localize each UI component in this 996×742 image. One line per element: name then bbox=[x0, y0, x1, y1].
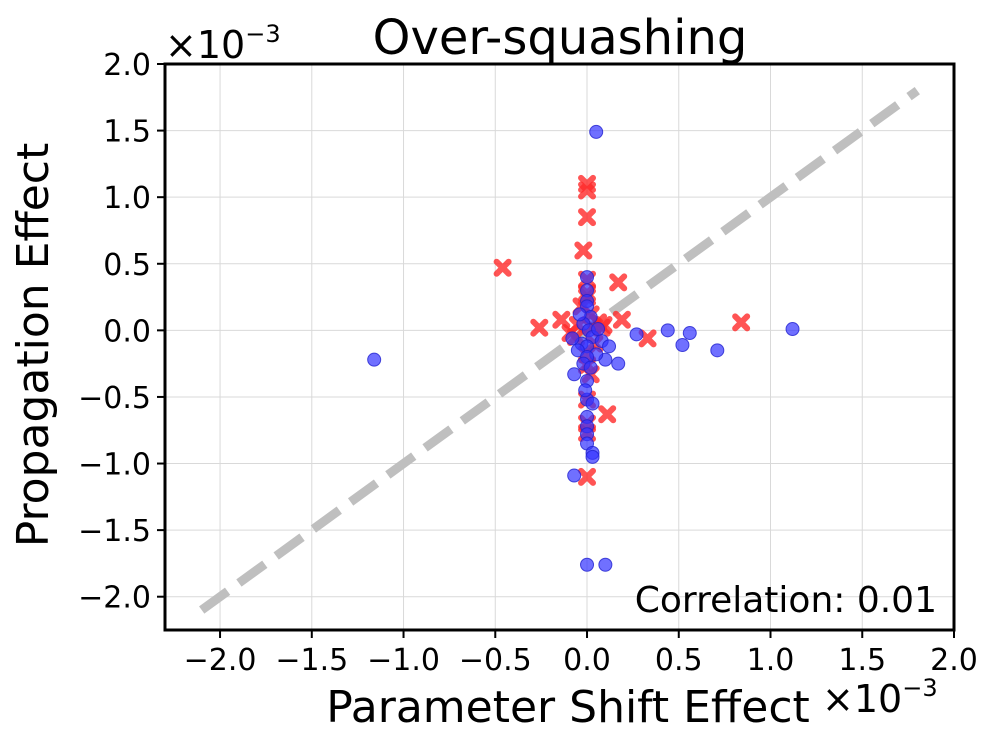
correlation-annotation: Correlation: 0.01 bbox=[635, 580, 937, 621]
y-tick-label: −2.0 bbox=[78, 581, 151, 616]
circle-marker-point bbox=[682, 326, 697, 341]
circle-marker-point bbox=[660, 323, 675, 338]
circle-marker-point bbox=[585, 396, 600, 411]
circle-marker-point bbox=[585, 449, 600, 464]
y-tick-label: −1.0 bbox=[78, 448, 151, 483]
circle-marker-point bbox=[785, 322, 800, 337]
circle-marker-point bbox=[567, 468, 582, 483]
x-tick-label: 1.5 bbox=[838, 643, 886, 678]
y-tick-label: 0.0 bbox=[103, 314, 151, 349]
axes-box bbox=[163, 62, 956, 632]
x-marker-point bbox=[493, 258, 512, 277]
circle-marker-point bbox=[567, 367, 582, 382]
x-axis-multiplier: ×10−3 bbox=[822, 674, 938, 721]
reference-line bbox=[199, 86, 920, 614]
x-tick-label: −1.0 bbox=[367, 643, 440, 678]
x-marker-point bbox=[578, 467, 597, 486]
data-points bbox=[367, 124, 800, 572]
x-marker-point bbox=[732, 313, 751, 332]
x-axis-label: Parameter Shift Effect bbox=[326, 682, 810, 733]
x-tick-label: 0.5 bbox=[655, 643, 703, 678]
circle-marker-point bbox=[598, 557, 613, 572]
x-axis-ticks: −2.0 −1.5 −1.0 −0.5 0.0 0.5 1.0 1.5 2.0 bbox=[184, 630, 978, 678]
circle-marker-point bbox=[602, 339, 617, 354]
y-axis-ticks: −2.0 −1.5 −1.0 −0.5 0.0 0.5 1.0 1.5 2.0 bbox=[78, 48, 165, 616]
circle-marker-point bbox=[580, 270, 595, 285]
y-tick-label: −0.5 bbox=[78, 381, 151, 416]
circle-marker-point bbox=[580, 557, 595, 572]
x-marker-point bbox=[638, 329, 657, 348]
x-tick-label: 2.0 bbox=[930, 643, 978, 678]
circle-marker-point bbox=[367, 352, 382, 367]
circle-marker-point bbox=[565, 331, 580, 346]
circle-marker-point bbox=[710, 343, 725, 358]
diagonal-reference-line bbox=[199, 86, 920, 614]
circle-marker-point bbox=[675, 338, 690, 353]
plot-frame bbox=[163, 62, 956, 632]
chart-title: Over-squashing bbox=[373, 10, 748, 66]
y-tick-label: 0.5 bbox=[103, 248, 151, 283]
circle-marker-point bbox=[591, 322, 606, 337]
x-tick-label: −1.5 bbox=[275, 643, 348, 678]
y-axis-label: Propagation Effect bbox=[8, 143, 59, 548]
x-tick-label: 0.0 bbox=[563, 643, 611, 678]
x-marker-point bbox=[552, 310, 571, 329]
x-tick-label: 1.0 bbox=[747, 643, 795, 678]
x-tick-label: −0.5 bbox=[459, 643, 532, 678]
circle-marker-point bbox=[583, 360, 598, 375]
circle-marker-point bbox=[589, 124, 604, 139]
circle-marker-point bbox=[578, 383, 593, 398]
circle-marker-point bbox=[611, 356, 626, 371]
x-marker-point bbox=[609, 273, 628, 292]
y-tick-label: 1.0 bbox=[103, 181, 151, 216]
x-marker-point bbox=[598, 405, 617, 424]
x-marker-point bbox=[574, 241, 593, 260]
x-tick-label: −2.0 bbox=[184, 643, 257, 678]
y-axis-multiplier: ×10−3 bbox=[165, 20, 281, 67]
y-tick-label: 2.0 bbox=[103, 48, 151, 83]
x-marker-point bbox=[578, 181, 597, 200]
x-marker-point bbox=[612, 310, 631, 329]
circle-marker-point bbox=[572, 307, 587, 322]
x-marker-point bbox=[578, 208, 597, 227]
y-tick-label: 1.5 bbox=[103, 115, 151, 150]
x-marker-point bbox=[530, 318, 549, 337]
circle-marker-point bbox=[629, 327, 644, 342]
y-tick-label: −1.5 bbox=[78, 514, 151, 549]
